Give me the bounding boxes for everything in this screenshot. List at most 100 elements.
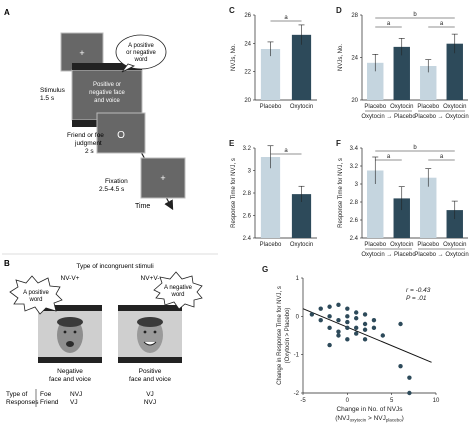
bar-oxytocin	[446, 43, 463, 100]
x-axis-label: Change in No. of NVJs	[336, 406, 403, 413]
scatter-point	[336, 329, 341, 334]
scatter-point	[371, 317, 377, 323]
scatter-point	[407, 390, 412, 396]
y-tick-label: 3.2	[350, 164, 359, 170]
scatter-point	[345, 319, 350, 325]
stimulus-text-3: and voice	[94, 98, 120, 104]
y-tick-label: -1	[294, 353, 300, 359]
scatter-point	[362, 337, 368, 342]
judgment-label-1: Friend or foe	[67, 132, 104, 139]
scatter-point	[362, 327, 368, 332]
y-axis-label: NVJs, No.	[231, 44, 237, 71]
y-tick-label: 22	[244, 70, 251, 76]
x-category-label: Placebo	[417, 104, 439, 110]
y-tick-label: 26	[244, 13, 251, 19]
x-category-label: Placebo	[364, 242, 386, 248]
scatter-point	[336, 302, 341, 308]
row-friend-col1: VJ	[70, 399, 78, 406]
panel-b: B Type of incongruent stimuli NV-V+ NV+V…	[2, 253, 218, 407]
scatter-point	[407, 375, 412, 380]
bar-oxytocin	[291, 34, 312, 101]
caption-positive-1: Positive	[139, 368, 162, 375]
bubble-text-2: or negative	[126, 50, 156, 56]
condition-label-2: NV+V-	[141, 275, 160, 282]
y-tick-label: 1	[296, 276, 300, 282]
stimulus-text-1: Positive or	[93, 82, 121, 88]
bar-oxytocin	[393, 198, 410, 238]
x-axis-label-part: placebo	[386, 418, 402, 423]
y-tick-label: -2	[294, 391, 300, 397]
judgment-label-2: judgment	[74, 140, 102, 147]
bar-oxytocin	[446, 210, 463, 238]
y-tick-label: 0	[296, 314, 300, 320]
x-category-label: Placebo	[260, 104, 282, 110]
scatter-point	[362, 321, 368, 327]
panel-g-chart: G -2 -1 0 1 -5 0 5 10 r = -0.43P = .01 Change in N…	[262, 265, 440, 423]
x-tick-label: -5	[300, 398, 306, 404]
bubble-text-1: A positive	[23, 290, 49, 296]
x-tick-label: 10	[433, 398, 440, 404]
x-axis-label-part: oxytocin	[350, 418, 367, 423]
y-tick-label: 3	[248, 169, 252, 175]
panel-b-title: Type of incongruent stimuli	[76, 263, 153, 270]
screen-judgment: O	[96, 112, 146, 154]
scatter-point	[345, 306, 350, 311]
screen-rect	[71, 69, 143, 121]
fixation-duration: 2.5-4.5 s	[99, 186, 125, 193]
bar-placebo	[367, 170, 384, 238]
caption-negative-1: Negative	[57, 368, 83, 375]
scatter-point	[345, 325, 350, 331]
table-header-2: Responses	[6, 399, 39, 406]
speech-bubble-b2: A negative word	[153, 271, 203, 310]
judgment-duration: 2 s	[85, 148, 94, 155]
y-axis-label-2: (Oxytocin > Placebo)	[285, 308, 291, 364]
mouth-open	[66, 341, 74, 347]
face-frame-negative	[38, 305, 102, 363]
y-axis-label-1: Change in Response Time for NVJ, s	[277, 286, 283, 385]
panel-a: A Time + Positive or negative face and v…	[4, 8, 186, 211]
y-tick-label: 3.2	[243, 146, 252, 152]
panel-f-chart: F 2.4 2.6 2.8 3 3.2 3.4 Response Time for NVJ, …	[336, 139, 469, 258]
x-category-label: Placebo	[417, 242, 439, 248]
y-axis-label: Response Time for NVJ, s	[338, 158, 344, 228]
eye	[63, 330, 67, 334]
judgment-circle: O	[117, 130, 125, 141]
y-tick-label: 2.6	[243, 214, 252, 220]
x-category-label: Placebo	[364, 104, 386, 110]
x-category-label: Oxytocin	[390, 242, 413, 248]
group-label: Oxytocin → Placebo	[361, 114, 416, 120]
scatter-point	[371, 325, 377, 331]
bubble-tail	[121, 63, 136, 73]
x-axis-label-part: > NVJ	[366, 415, 386, 422]
y-tick-label: 24	[244, 41, 251, 47]
x-axis-label-part: )	[402, 415, 404, 422]
x-category-label: Oxytocin	[390, 104, 413, 110]
film-strip-bottom	[118, 357, 182, 363]
table-header-1: Type of	[6, 391, 28, 398]
eye	[143, 330, 147, 334]
panel-e-chart: E 2.4 2.6 2.8 3 3.2 Response Time for NVJ, s Pl…	[229, 139, 317, 248]
scatter-point	[309, 312, 315, 317]
scatter-point	[380, 333, 385, 338]
group-label: Oxytocin → Placebo	[361, 252, 416, 258]
x-category-label: Oxytocin	[443, 104, 466, 110]
scatter-point	[318, 317, 323, 323]
bubble-text-2: word	[28, 297, 42, 303]
group-label: Placebo → Oxytocin	[414, 252, 468, 258]
significance-marker: a	[284, 15, 288, 21]
bubble-text-1: A negative	[164, 285, 193, 291]
screen-rect	[96, 112, 146, 154]
mouth-smile	[143, 341, 157, 346]
scatter-point	[398, 363, 403, 369]
film-strip-top	[72, 63, 142, 70]
row-friend-label: Friend	[40, 399, 59, 406]
row-friend-col2: NVJ	[144, 399, 156, 406]
x-axis-label-part: (NVJ	[335, 415, 349, 422]
y-tick-label: 2.8	[243, 191, 252, 197]
bar-oxytocin	[291, 194, 312, 238]
stimulus-text-2: negative face	[89, 90, 125, 96]
panel-label-c: C	[229, 6, 235, 15]
group-label: Placebo → Oxytocin	[414, 114, 468, 120]
